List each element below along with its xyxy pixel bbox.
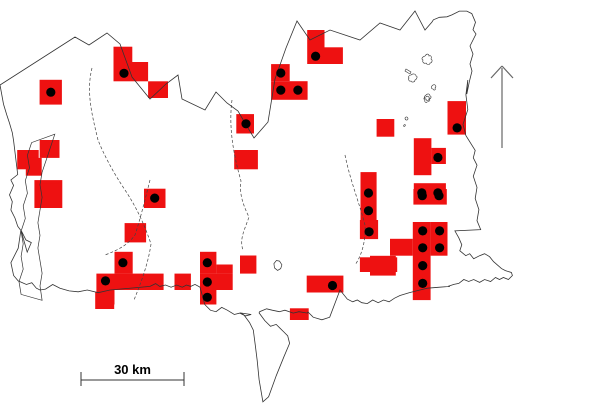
svg-text:30 km: 30 km bbox=[114, 362, 151, 377]
